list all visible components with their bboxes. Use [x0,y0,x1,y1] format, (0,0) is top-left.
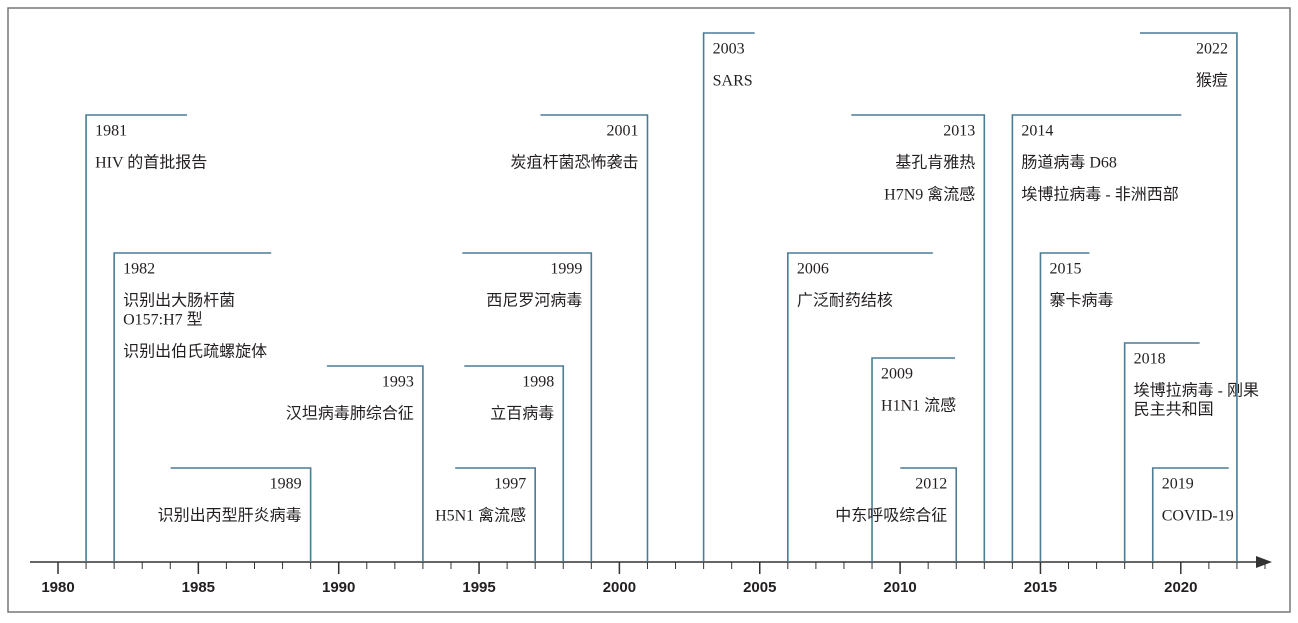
event-year: 2003 [713,41,745,58]
event-marker [113,252,272,562]
event-year: 2014 [1021,123,1053,140]
event-marker [85,114,188,562]
event-text: 猴痘 [1196,72,1228,90]
event-text: 中东呼吸综合征 [835,507,947,525]
event-text: 埃博拉病毒 - 非洲西部 [1021,186,1178,204]
event-marker [462,252,593,562]
event-text: HIV 的首批报告 [95,154,207,172]
axis-tick-label: 2010 [883,579,916,596]
event-marker [1011,114,1182,562]
event-marker [787,252,933,562]
event-year: 2006 [797,261,829,278]
event-text: H5N1 禽流感 [435,507,526,525]
event-marker [326,365,424,562]
event-marker [851,114,986,562]
axis-tick-label: 1990 [322,579,355,596]
event-text: 汉坦病毒肺综合征 [286,405,414,423]
event-year: 2012 [915,476,947,493]
event-year: 2022 [1196,41,1228,58]
event-text: 西尼罗河病毒 [486,292,582,310]
event-text: SARS [713,73,753,90]
event-text: 肠道病毒 D68 [1021,154,1117,172]
event-year: 1989 [270,476,302,493]
event-marker [871,357,956,562]
event-year: 2018 [1134,351,1166,368]
event-text: H7N9 禽流感 [884,186,975,204]
axis-tick-label: 2015 [1024,579,1057,596]
event-text: 立百病毒 [490,405,554,423]
event-year: 2019 [1162,476,1194,493]
event-year: 2001 [606,123,638,140]
event-marker [540,114,649,562]
event-text: 炭疽杆菌恐怖袭击 [510,154,638,172]
event-marker [464,365,565,562]
event-text: 寨卡病毒 [1049,292,1113,310]
event-text: 识别出伯氏疏螺旋体 [123,343,267,361]
axis-tick-label: 1985 [182,579,215,596]
event-text: 广泛耐药结核 [797,292,893,310]
axis-tick-label: 1995 [462,579,495,596]
axis-tick-label: 2020 [1164,579,1197,596]
event-marker [1151,467,1229,562]
event-year: 1982 [123,261,155,278]
event-marker [455,467,536,562]
event-year: 1981 [95,123,127,140]
event-marker [1139,32,1238,562]
event-year: 1998 [522,374,554,391]
event-text: COVID-19 [1162,508,1234,525]
event-text: O157:H7 型 [123,311,203,329]
event-year: 2009 [881,366,913,383]
event-year: 1999 [550,261,582,278]
axis-arrow [1256,556,1272,568]
event-marker [702,32,755,562]
axis-tick-label: 2000 [603,579,636,596]
event-year: 2013 [943,123,975,140]
event-marker [900,467,958,562]
event-text: H1N1 流感 [881,397,956,415]
event-text: 识别出大肠杆菌 [123,292,235,310]
event-year: 1993 [382,374,414,391]
event-text: 埃博拉病毒 - 刚果 [1134,382,1259,400]
event-marker [1123,342,1200,562]
event-marker [1039,252,1090,562]
axis-tick-label: 1980 [41,579,74,596]
event-marker [170,467,312,562]
event-year: 1997 [494,476,526,493]
event-text: 基孔肯雅热 [895,154,975,172]
event-text: 识别出丙型肝炎病毒 [158,507,302,525]
event-year: 2015 [1049,261,1081,278]
axis-tick-label: 2005 [743,579,776,596]
event-text: 民主共和国 [1134,401,1214,419]
frame [7,7,1291,613]
